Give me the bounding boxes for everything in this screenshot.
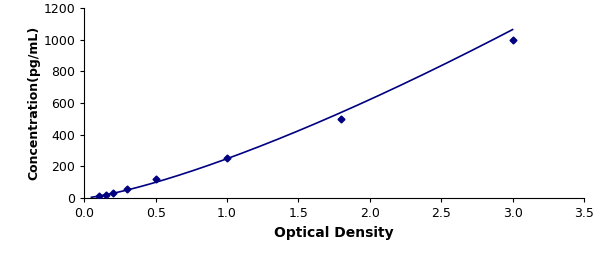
X-axis label: Optical Density: Optical Density [275,225,394,240]
Y-axis label: Concentration(pg/mL): Concentration(pg/mL) [28,26,40,180]
